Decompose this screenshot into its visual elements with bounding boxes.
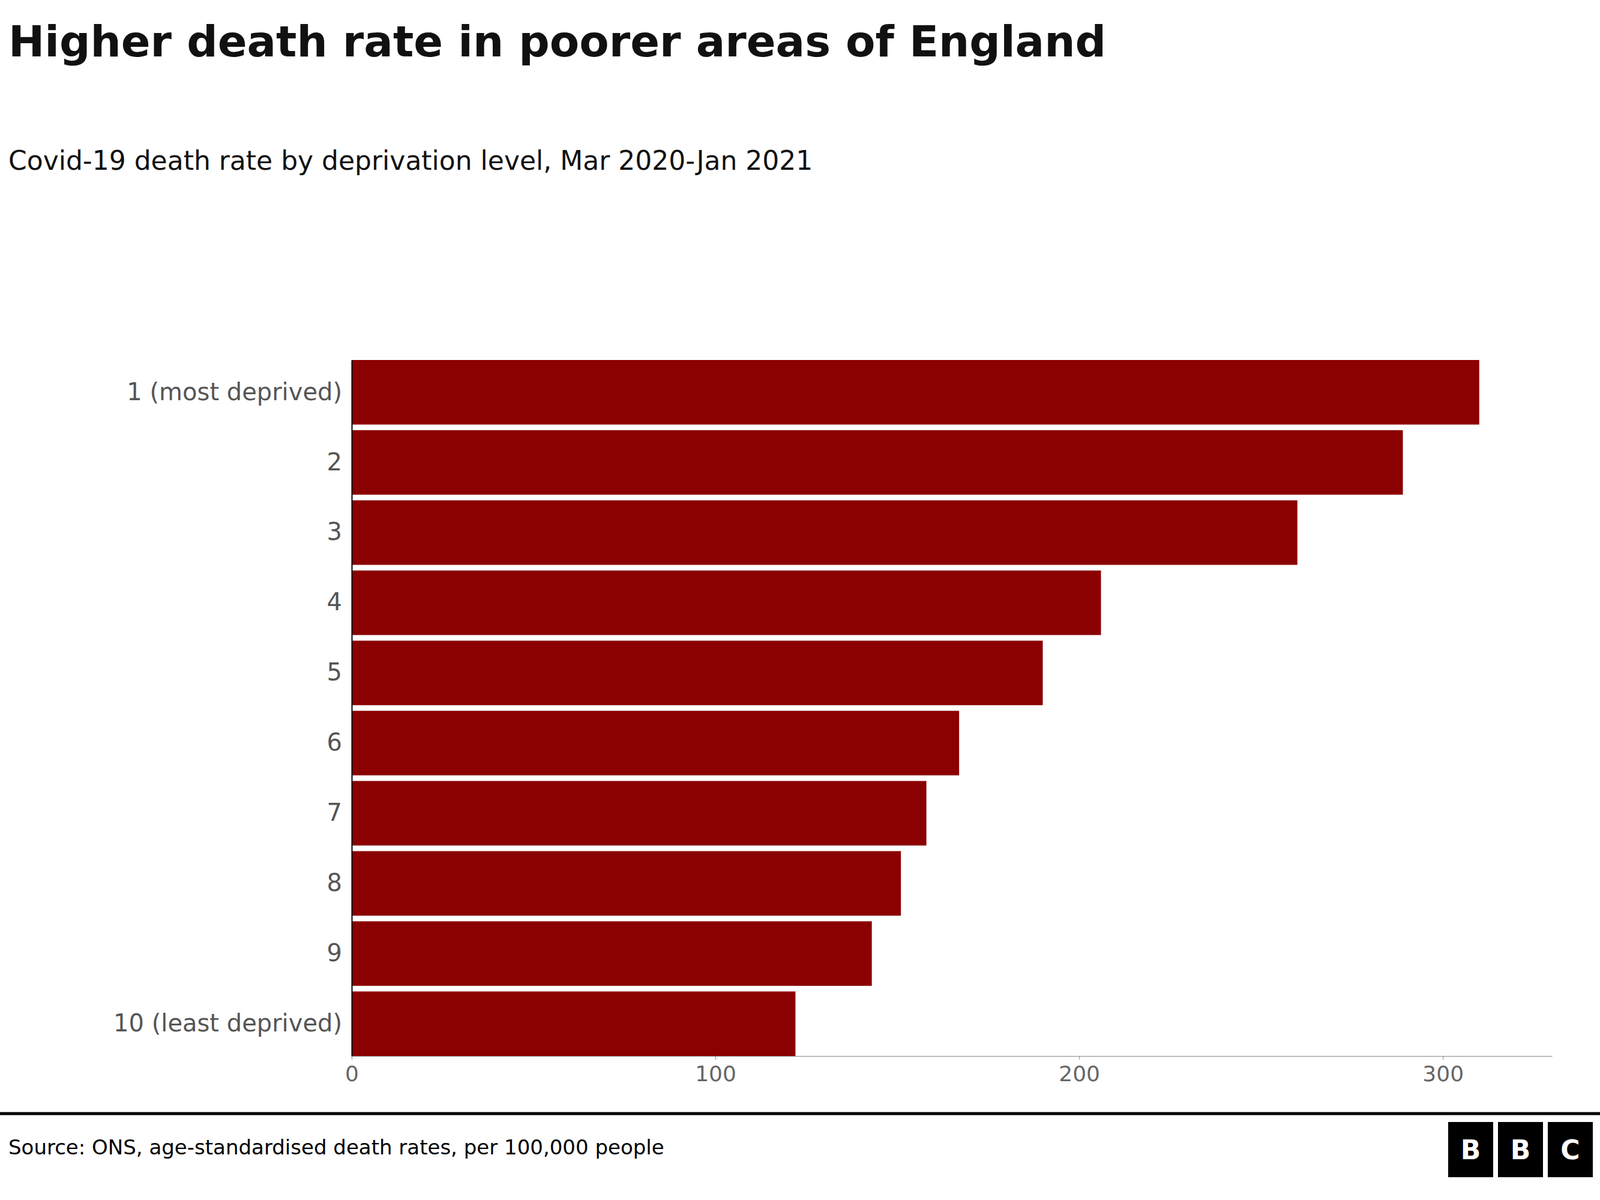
y-tick-label: 10 (least deprived) (113, 1009, 343, 1038)
subtitle: Covid-19 death rate by deprivation level… (8, 145, 813, 176)
footer-rule (0, 1112, 1600, 1116)
x-tick-mark (351, 1056, 353, 1060)
x-axis-line (352, 1056, 1553, 1057)
bar (351, 430, 1404, 496)
x-tick-mark (715, 1056, 716, 1060)
y-tick: 4 (327, 588, 343, 616)
y-axis: 1 (most deprived) 2 3 4 5 6 7 8 9 10 (least depri… (113, 360, 352, 1057)
chart: Higher death rate in poorer areas of Eng… (0, 0, 1600, 1200)
y-tick: 9 (327, 939, 343, 967)
y-tick-label: 4 (327, 588, 343, 616)
logo-letter: C (1560, 1134, 1580, 1166)
bar (351, 711, 960, 776)
bars (351, 360, 1480, 1057)
x-tick-mark (1442, 1056, 1444, 1060)
y-tick: 10 (least deprived) (113, 1009, 343, 1038)
y-tick: 1 (most deprived) (126, 378, 343, 406)
y-tick-label: 2 (327, 448, 343, 476)
y-tick: 3 (327, 517, 343, 546)
bar (351, 640, 1044, 706)
bar (351, 500, 1298, 566)
x-tick-label: 0 (345, 1061, 359, 1087)
x-tick-label: 200 (1058, 1061, 1101, 1087)
logo-letter: B (1460, 1134, 1482, 1166)
x-tick: 300 (1422, 1056, 1464, 1087)
logo-box (1547, 1122, 1593, 1178)
y-tick: 6 (327, 728, 343, 757)
y-tick-label: 8 (327, 869, 343, 897)
y-axis-line (351, 360, 353, 1057)
logo-letter: B (1510, 1134, 1531, 1166)
bar (351, 921, 873, 987)
bar (351, 570, 1101, 636)
y-tick-label: 9 (327, 939, 343, 967)
x-tick: 0 (345, 1056, 359, 1087)
y-tick: 2 (327, 448, 343, 476)
x-tick-label: 100 (694, 1061, 737, 1087)
x-tick-mark (1079, 1056, 1080, 1060)
title: Higher death rate in poorer areas of Eng… (8, 16, 1107, 67)
x-axis: 0 100 200 300 (345, 1056, 1552, 1087)
bar (351, 781, 927, 847)
y-tick: 7 (327, 798, 343, 827)
bar (351, 360, 1480, 425)
logo-box (1448, 1122, 1494, 1178)
bar (351, 991, 796, 1057)
logo-box (1497, 1122, 1543, 1178)
y-tick-label: 5 (327, 658, 343, 686)
bar (351, 851, 901, 917)
y-tick-label: 3 (327, 517, 343, 546)
y-tick: 8 (327, 869, 343, 897)
y-tick: 5 (327, 658, 343, 686)
x-tick: 200 (1058, 1056, 1101, 1087)
x-tick-label: 300 (1422, 1061, 1464, 1087)
source: Source: ONS, age-standardised death rate… (8, 1135, 665, 1160)
y-tick-label: 6 (327, 728, 343, 757)
x-tick: 100 (694, 1056, 737, 1087)
y-tick-label: 7 (327, 798, 343, 827)
y-tick-label: 1 (most deprived) (126, 378, 343, 406)
